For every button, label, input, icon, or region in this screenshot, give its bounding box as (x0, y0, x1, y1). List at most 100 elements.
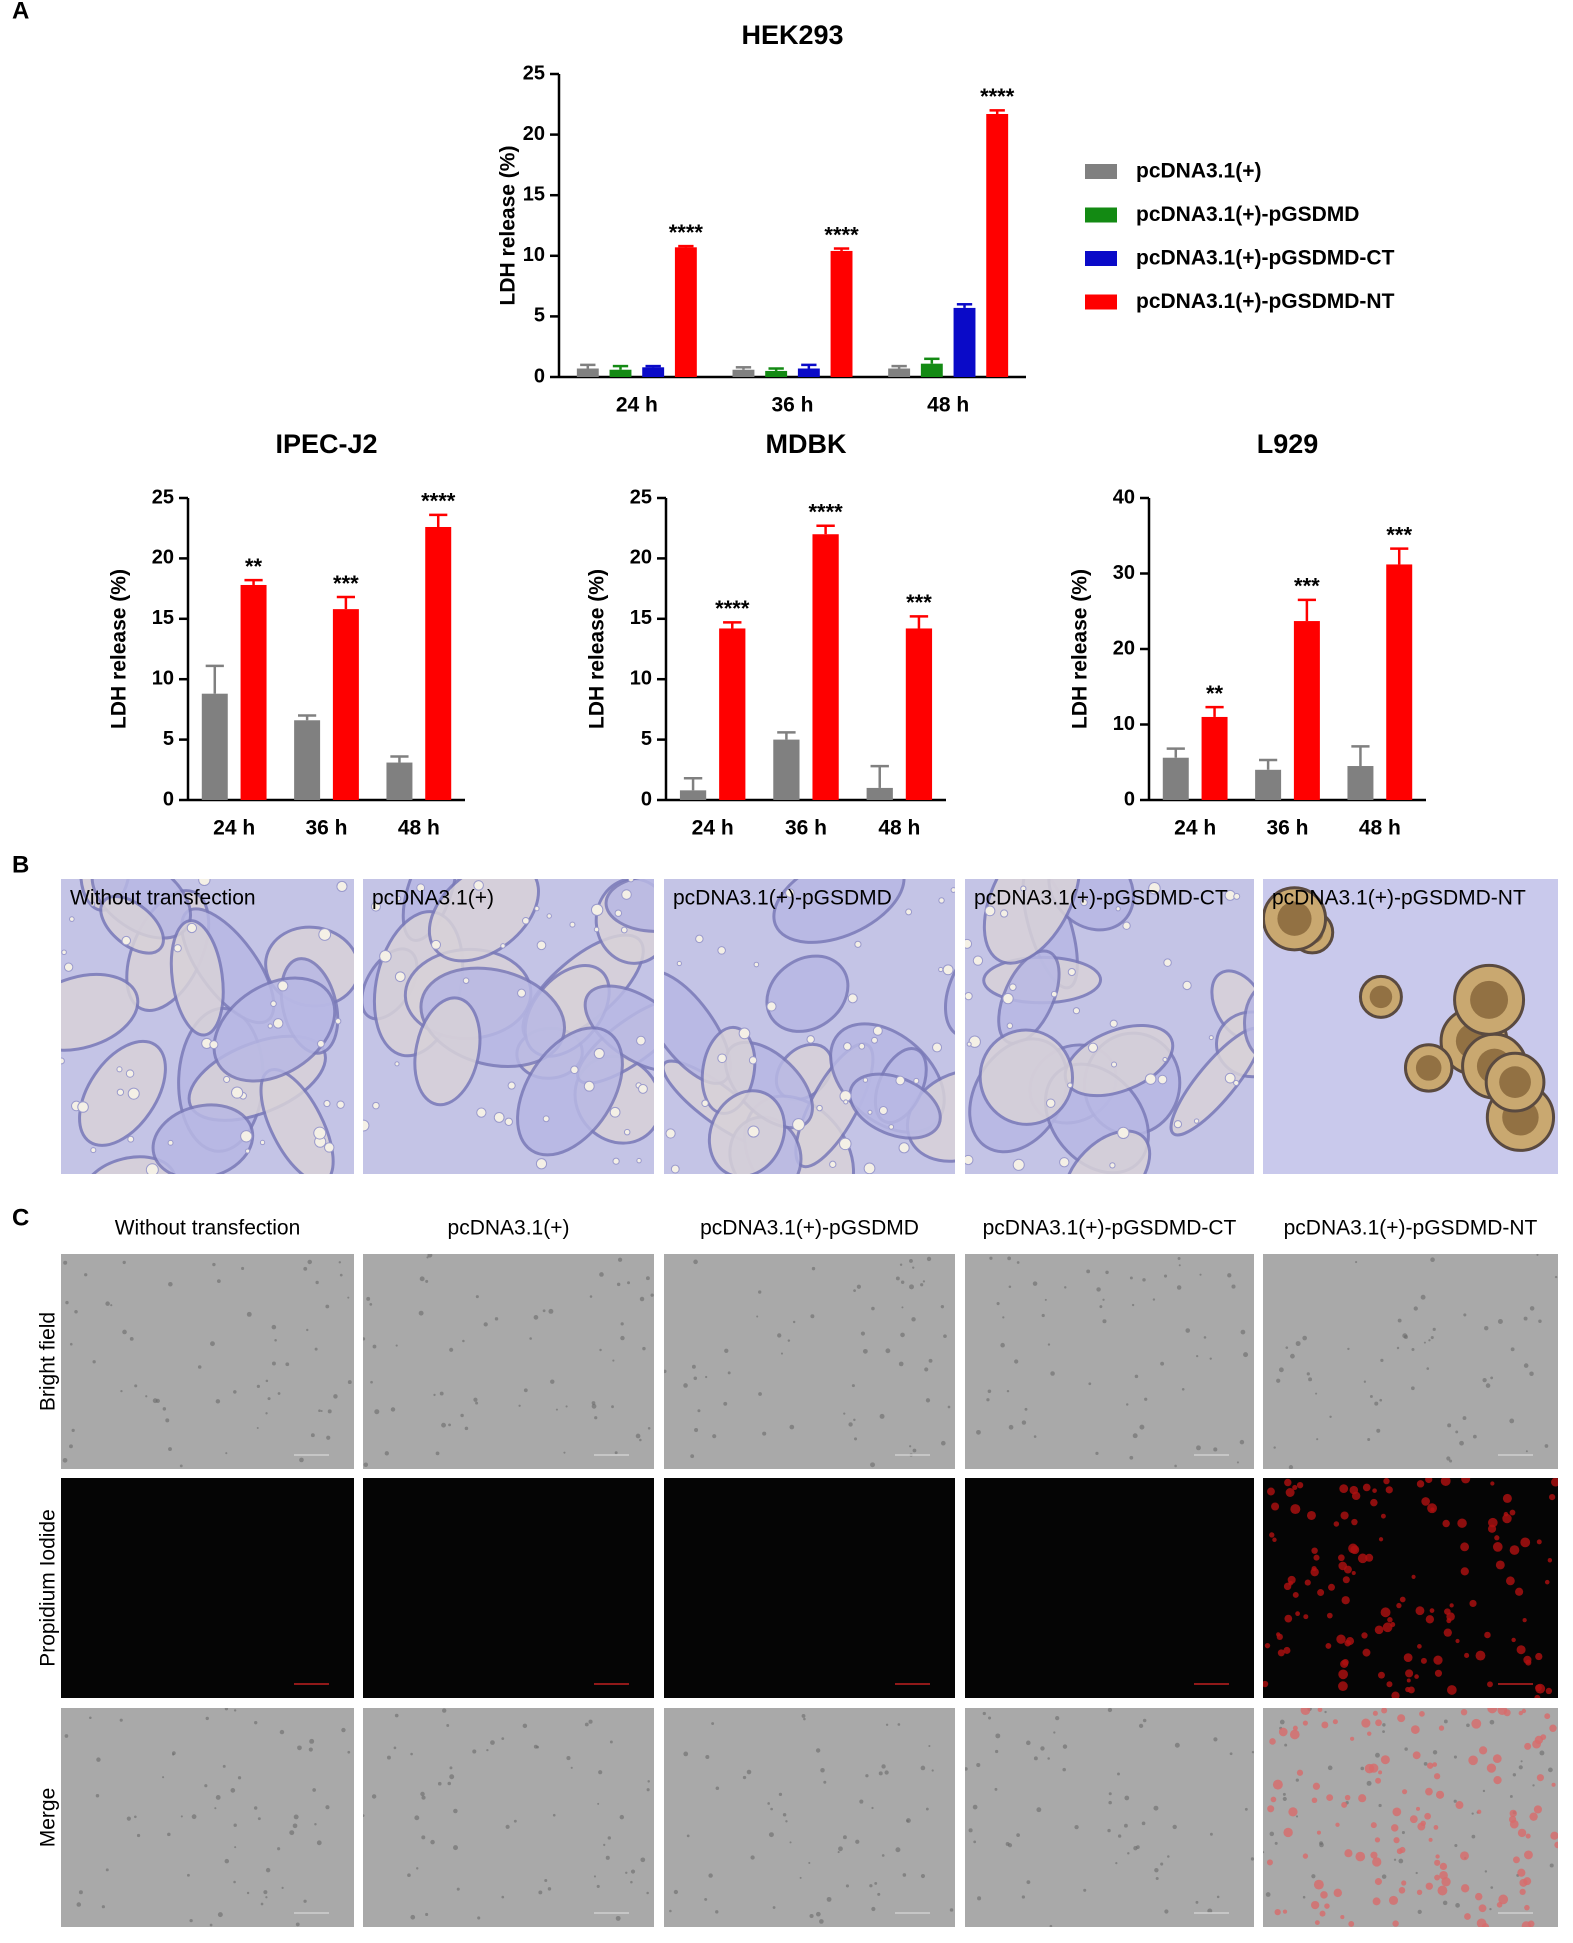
pi-stained-cell (1429, 1608, 1435, 1613)
speck (820, 1768, 825, 1773)
speck (1369, 1395, 1373, 1398)
image-panel (965, 879, 1254, 1174)
granule (871, 1036, 878, 1044)
speck (1036, 1807, 1042, 1813)
speck (712, 1434, 717, 1439)
panel-b-label: pcDNA3.1(+)-pGSDMD (673, 887, 892, 910)
pi-stained-cell (1438, 1725, 1445, 1731)
pi-stained-cell (1414, 1674, 1419, 1679)
image-panel (1263, 1478, 1558, 1698)
pi-stained-cell (1446, 1612, 1455, 1621)
speck (566, 1756, 571, 1761)
pi-stained-cell (1464, 1913, 1471, 1920)
speck (1176, 1285, 1182, 1290)
granule (334, 1017, 342, 1025)
granule (614, 909, 623, 917)
speck (694, 1428, 699, 1433)
speck (1196, 1355, 1199, 1358)
speck (421, 1835, 426, 1840)
speck (427, 1254, 433, 1258)
speck (513, 1819, 517, 1823)
pi-stained-cell (1380, 1755, 1390, 1765)
speck (533, 1315, 539, 1320)
pi-stained-cell (1292, 1591, 1299, 1598)
speck (768, 1832, 774, 1838)
granule (395, 895, 402, 902)
speck (449, 1766, 453, 1770)
speck (811, 1266, 816, 1271)
pi-stained-cell (1435, 1854, 1440, 1859)
speck (1278, 1367, 1284, 1373)
granule (838, 1137, 852, 1151)
granule (747, 1125, 760, 1138)
speck (931, 1769, 934, 1772)
granule (231, 1086, 244, 1099)
pi-stained-cell (1392, 1920, 1399, 1927)
speck (920, 1765, 926, 1771)
speck (591, 1403, 597, 1409)
y-tick-label: 15 (152, 607, 174, 629)
speck (1006, 1389, 1010, 1393)
speck (1163, 1274, 1168, 1278)
speck (1497, 1318, 1503, 1324)
speck (1471, 1812, 1474, 1815)
speck (1032, 1281, 1038, 1286)
speck (727, 1371, 731, 1375)
speck (1049, 1924, 1053, 1927)
bar (332, 609, 359, 800)
pi-stained-cell (1284, 1478, 1292, 1487)
speck (1523, 1316, 1528, 1321)
speck (246, 1311, 252, 1317)
pi-stained-cell (1378, 1537, 1384, 1542)
pi-stained-cell (1471, 1718, 1482, 1729)
pi-stained-cell (1272, 1537, 1277, 1543)
speck (425, 1279, 429, 1283)
speck (338, 1261, 342, 1264)
cell-outline (413, 996, 482, 1107)
chart-title: HEK293 (741, 20, 843, 50)
granule (167, 1139, 174, 1146)
fluorescence-image (965, 1478, 1254, 1698)
speck (949, 1908, 954, 1912)
speck (1099, 1305, 1103, 1309)
speck (607, 1836, 611, 1840)
granule (1050, 990, 1058, 998)
pi-stained-cell (1311, 1547, 1318, 1554)
speck (591, 1401, 596, 1405)
speck (926, 1256, 932, 1262)
speck (256, 1426, 259, 1429)
image-panel (363, 1478, 654, 1698)
speck (906, 1819, 909, 1823)
dead-cell-core (1499, 1066, 1531, 1098)
pi-stained-cell (1345, 1637, 1355, 1646)
speck (1044, 1298, 1047, 1301)
granule (972, 955, 984, 966)
speck (394, 1713, 399, 1718)
pi-stained-cell (1469, 1599, 1477, 1608)
x-tick-label: 36 h (305, 817, 347, 840)
speck (1525, 1450, 1528, 1453)
speck (1442, 1900, 1448, 1906)
speck (1282, 1792, 1286, 1796)
pi-stained-cell (1554, 1841, 1558, 1849)
granule (738, 1027, 751, 1040)
speck (1381, 1874, 1387, 1879)
pi-stained-cell (1350, 1736, 1355, 1741)
pi-stained-cell (1326, 1794, 1334, 1802)
speck (1196, 1445, 1201, 1451)
granule (223, 1075, 231, 1083)
speck (1462, 1416, 1467, 1421)
speck (222, 1764, 226, 1768)
speck (1124, 1795, 1130, 1801)
speck (64, 1734, 69, 1738)
pi-stained-cell (1415, 1606, 1425, 1616)
pi-stained-cell (1549, 1724, 1557, 1732)
pi-stained-cell (1333, 1888, 1343, 1898)
x-tick-label: 48 h (398, 817, 440, 840)
pi-stained-cell (1264, 1642, 1271, 1649)
speck (312, 1788, 316, 1792)
pi-stained-cell (1550, 1831, 1558, 1840)
pi-stained-cell (1355, 1851, 1366, 1862)
speck (1539, 1750, 1545, 1756)
speck (483, 1322, 488, 1327)
